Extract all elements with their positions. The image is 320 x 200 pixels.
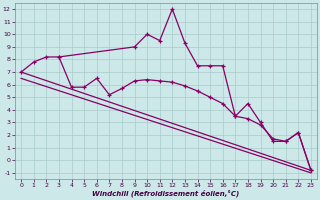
X-axis label: Windchill (Refroidissement éolien,°C): Windchill (Refroidissement éolien,°C) [92,190,240,197]
